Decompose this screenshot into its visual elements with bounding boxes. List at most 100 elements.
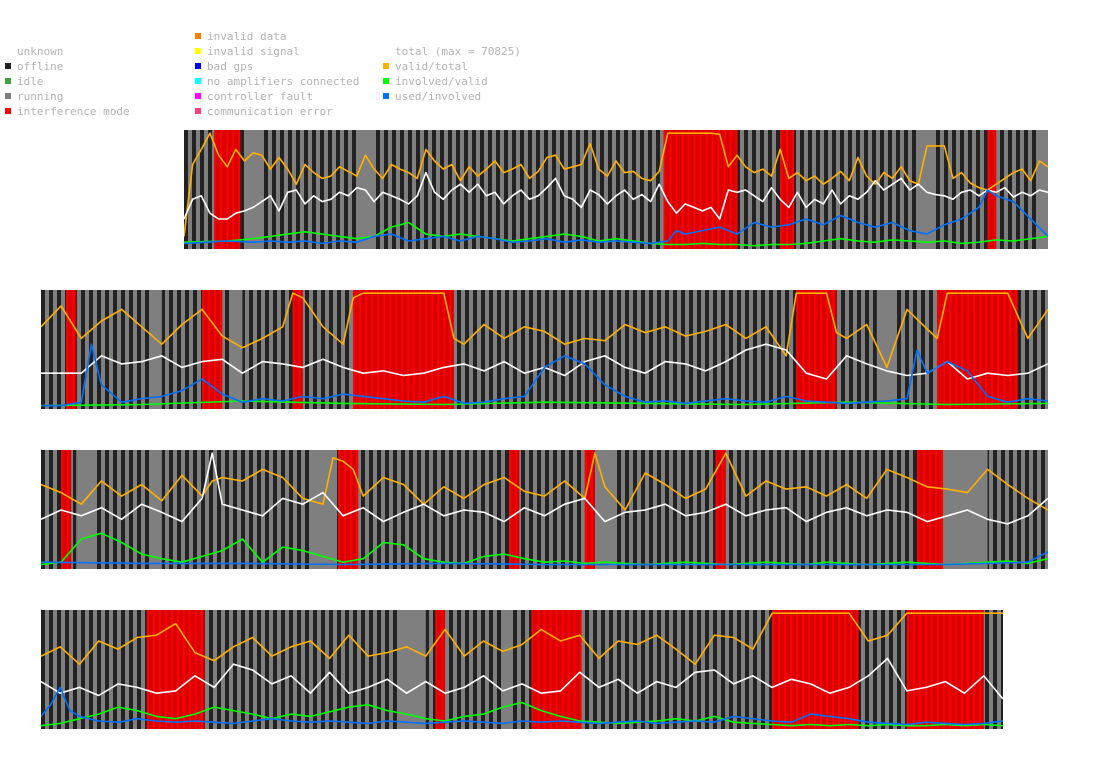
legend-swatch — [383, 48, 389, 54]
interference-stripe — [856, 610, 859, 729]
interference-stripe — [918, 610, 921, 729]
offline-stripe — [305, 610, 309, 729]
offline-stripe — [536, 130, 540, 249]
offline-stripe — [57, 290, 61, 409]
offline-stripe — [353, 610, 357, 729]
legend-label: invalid data — [207, 30, 287, 43]
interference-stripe — [693, 130, 696, 249]
offline-stripe — [209, 450, 213, 569]
interference-stripe — [567, 610, 570, 729]
offline-stripe — [569, 450, 573, 569]
offline-stripe — [865, 450, 869, 569]
offline-stripe — [936, 130, 940, 249]
interference-stripe — [431, 290, 434, 409]
offline-stripe — [753, 450, 757, 569]
offline-stripe — [600, 130, 604, 249]
interference-stripe — [978, 610, 981, 729]
offline-stripe — [265, 290, 269, 409]
offline-stripe — [633, 450, 637, 569]
interference-stripe — [220, 130, 223, 249]
interference-stripe — [912, 610, 915, 729]
interference-stripe — [407, 290, 410, 409]
offline-stripe — [705, 450, 709, 569]
interference-stripe — [786, 130, 789, 249]
offline-stripe — [272, 130, 276, 249]
series-line-valid-total — [184, 132, 1048, 237]
offline-stripe — [41, 450, 45, 569]
offline-stripe — [313, 610, 317, 729]
offline-stripe — [601, 290, 605, 409]
legend-total-1: valid/total — [383, 59, 468, 74]
offline-stripe — [312, 130, 316, 249]
offline-stripe — [593, 290, 597, 409]
interference-stripe — [937, 290, 940, 409]
offline-stripe — [225, 610, 229, 729]
offline-stripe — [1041, 450, 1045, 569]
offline-stripe — [872, 130, 876, 249]
interference-stripe — [930, 610, 933, 729]
interference-stripe — [936, 610, 939, 729]
offline-stripe — [649, 610, 653, 729]
offline-stripe — [489, 450, 493, 569]
offline-stripe — [657, 610, 661, 729]
offline-stripe — [496, 130, 500, 249]
interference-stripe — [389, 290, 392, 409]
interference-stripe — [923, 450, 926, 569]
legend-total-0: total (max = 70825) — [383, 44, 521, 59]
interference-band — [584, 450, 595, 569]
interference-stripe — [435, 610, 438, 729]
offline-stripe — [912, 130, 916, 249]
interference-stripe — [214, 130, 217, 249]
offline-stripe — [888, 130, 892, 249]
legend-error-5: communication error — [195, 104, 333, 119]
interference-stripe — [395, 290, 398, 409]
offline-stripe — [376, 130, 380, 249]
interference-stripe — [687, 130, 690, 249]
offline-stripe — [993, 610, 997, 729]
running-band — [312, 450, 334, 569]
offline-stripe — [321, 610, 325, 729]
offline-stripe — [177, 290, 181, 409]
offline-stripe — [849, 290, 853, 409]
running-band — [876, 290, 897, 409]
offline-stripe — [809, 450, 813, 569]
offline-stripe — [73, 450, 77, 569]
offline-stripe — [417, 450, 421, 569]
offline-stripe — [337, 290, 341, 409]
interference-stripe — [699, 130, 702, 249]
offline-stripe — [808, 130, 812, 249]
offline-stripe — [769, 610, 773, 729]
offline-stripe — [297, 610, 301, 729]
offline-stripe — [625, 450, 629, 569]
offline-stripe — [897, 290, 901, 409]
interference-stripe — [590, 450, 593, 569]
offline-stripe — [465, 610, 469, 729]
interference-stripe — [214, 290, 217, 409]
offline-stripe — [840, 130, 844, 249]
offline-stripe — [632, 130, 636, 249]
offline-stripe — [592, 130, 596, 249]
offline-stripe — [657, 450, 661, 569]
interference-stripe — [784, 610, 787, 729]
offline-stripe — [512, 130, 516, 249]
interference-stripe — [717, 130, 720, 249]
offline-stripe — [161, 450, 165, 569]
interference-stripe — [543, 610, 546, 729]
offline-stripe — [729, 450, 733, 569]
running-band — [232, 290, 243, 409]
offline-stripe — [537, 450, 541, 569]
offline-stripe — [440, 130, 444, 249]
offline-stripe — [529, 290, 533, 409]
interference-stripe — [997, 290, 1000, 409]
offline-stripe — [505, 290, 509, 409]
interference-stripe — [802, 610, 805, 729]
interference-stripe — [425, 290, 428, 409]
interference-stripe — [170, 610, 173, 729]
offline-stripe — [49, 290, 53, 409]
legend-error-4: controller fault — [195, 89, 313, 104]
interference-stripe — [906, 610, 909, 729]
interference-band — [66, 290, 77, 409]
offline-stripe — [697, 450, 701, 569]
offline-stripe — [1017, 290, 1021, 409]
offline-stripe — [1032, 130, 1036, 249]
